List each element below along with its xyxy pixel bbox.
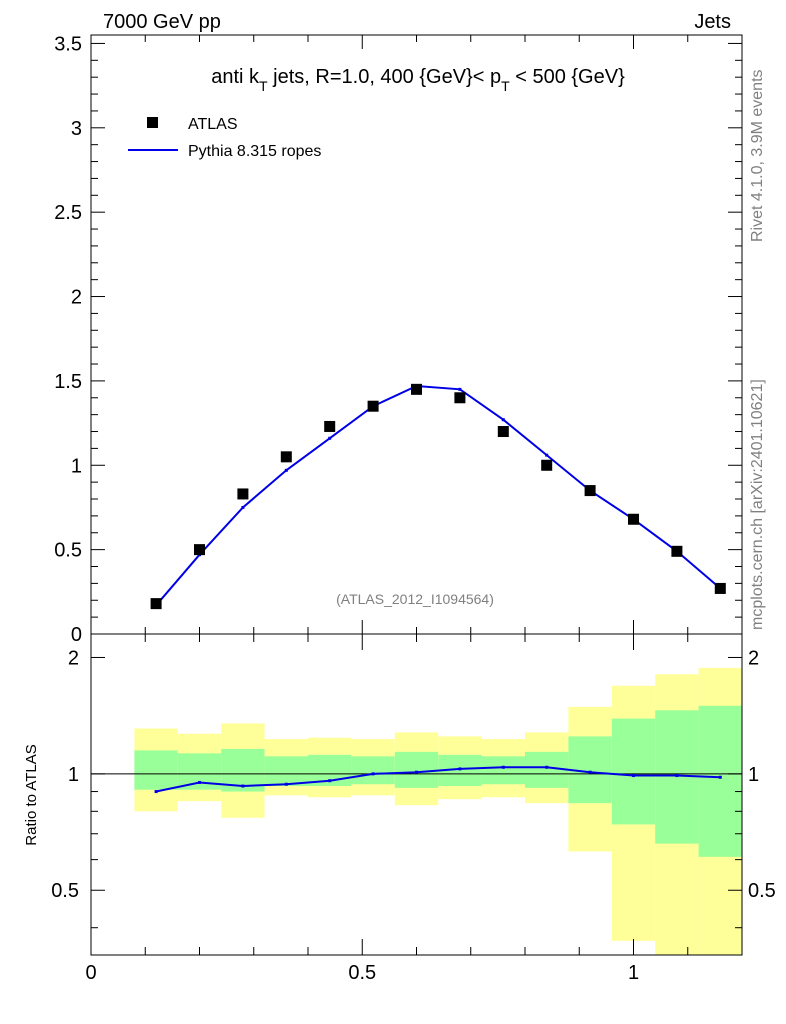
- ratio-y-tick-label-left: 0.5: [51, 880, 79, 902]
- ratio-point: [632, 774, 635, 778]
- ratio-y-tick-label-right: 1: [748, 764, 759, 786]
- stat-uncertainty-band: [351, 756, 395, 785]
- title-post: < 500 {GeV}: [510, 66, 625, 88]
- main-y-tick-label: 0.5: [54, 540, 82, 562]
- x-tick-label: 0.5: [348, 962, 376, 984]
- mc-point: [241, 505, 245, 509]
- main-y-tick-label: 1.5: [54, 371, 82, 393]
- mc-point: [328, 436, 332, 440]
- data-point: [237, 488, 249, 500]
- ratio-point: [415, 770, 418, 774]
- ratio-y-tick-label-left: 1: [68, 764, 79, 786]
- header-left: 7000 GeV pp: [103, 11, 221, 33]
- ratio-y-tick-label-right: 0.5: [748, 880, 776, 902]
- ratio-point: [675, 774, 679, 778]
- x-tick-label: 0: [85, 962, 96, 984]
- title-mid: jets, R=1.0, 400 {GeV}< p: [268, 66, 502, 88]
- title-pre: anti k: [211, 66, 260, 88]
- x-tick-label: 1: [628, 962, 639, 984]
- main-y-tick-label: 0: [71, 624, 82, 646]
- main-y-tick-label: 1: [71, 455, 82, 477]
- ratio-point: [154, 790, 158, 794]
- ratio-y-tick-label-left: 2: [68, 647, 79, 669]
- ratio-point: [371, 772, 375, 776]
- ratio-point: [198, 780, 201, 784]
- main-y-tick-label: 3.5: [54, 33, 82, 55]
- main-y-tick-label: 2.5: [54, 202, 82, 224]
- stat-uncertainty-band: [394, 751, 439, 788]
- mc-point: [284, 468, 288, 472]
- mc-point: [458, 387, 462, 391]
- ratio-point: [545, 765, 549, 769]
- data-point: [628, 513, 639, 525]
- main-panel: 00.511.522.533.5 anti kT jets, R=1.0, 40…: [54, 33, 743, 646]
- main-y-ticks: 0 0.5 1 1.5 2 2.5 3 3.5: [54, 33, 742, 646]
- data-point: [454, 392, 466, 404]
- data-point: [194, 544, 205, 556]
- data-point: [411, 383, 422, 395]
- ratio-point: [458, 767, 462, 771]
- main-x-ticks: [90, 35, 743, 634]
- mc-curve: [155, 384, 721, 606]
- stat-uncertainty-band: [264, 756, 308, 787]
- data-point: [714, 582, 726, 594]
- mcplots-label: mcplots.cern.ch [arXiv:2401.10621]: [749, 379, 766, 630]
- plot-title: anti kT jets, R=1.0, 400 {GeV}< pT < 500…: [211, 66, 625, 94]
- mc-point: [545, 453, 549, 457]
- ratio-point: [501, 765, 505, 769]
- rivet-label: Rivet 4.1.0, 3.9M events: [749, 69, 766, 242]
- legend-mc-label: Pythia 8.315 ropes: [188, 143, 321, 160]
- ratio-y-axis-label: Ratio to ATLAS: [23, 744, 40, 845]
- analysis-watermark: (ATLAS_2012_I1094564): [336, 591, 494, 607]
- title-sub2: T: [501, 78, 510, 94]
- data-point: [541, 459, 553, 471]
- main-y-tick-label: 2: [71, 287, 82, 309]
- main-marks: [150, 383, 726, 610]
- ratio-curve: [155, 766, 721, 793]
- ratio-y-ticks: 0.5 0.5 1 1 2 2: [51, 647, 776, 929]
- title-sub1: T: [259, 78, 268, 94]
- stat-uncertainty-band: [481, 756, 525, 785]
- ratio-y-tick-label-right: 2: [748, 647, 759, 669]
- ratio-point: [284, 782, 288, 786]
- ratio-point: [328, 779, 332, 783]
- main-y-tick-label: 3: [71, 118, 82, 140]
- header-right: Jets: [694, 11, 731, 33]
- stat-uncertainty-band: [698, 705, 742, 857]
- stat-uncertainty-band: [134, 750, 178, 790]
- data-point: [280, 451, 292, 463]
- data-point: [584, 485, 596, 497]
- ratio-panel: 0.5 0.51 12 2 0 0.5 1 Ratio to ATLAS: [23, 633, 776, 984]
- data-point: [671, 545, 683, 557]
- data-point: [497, 426, 509, 438]
- ratio-marks: [91, 765, 742, 794]
- legend-data-marker: [147, 117, 158, 128]
- ratio-point: [718, 775, 722, 779]
- data-point: [367, 400, 379, 412]
- ratio-point: [588, 770, 592, 774]
- mc-point: [501, 418, 505, 422]
- stat-uncertainty-band: [611, 718, 656, 825]
- data-point: [150, 598, 162, 610]
- ratio-point: [241, 784, 245, 788]
- ratio-bands: [134, 667, 742, 955]
- legend-data-label: ATLAS: [188, 116, 238, 133]
- data-point: [324, 420, 336, 432]
- ratio-x-ticks: 0 0.5 1: [85, 634, 743, 984]
